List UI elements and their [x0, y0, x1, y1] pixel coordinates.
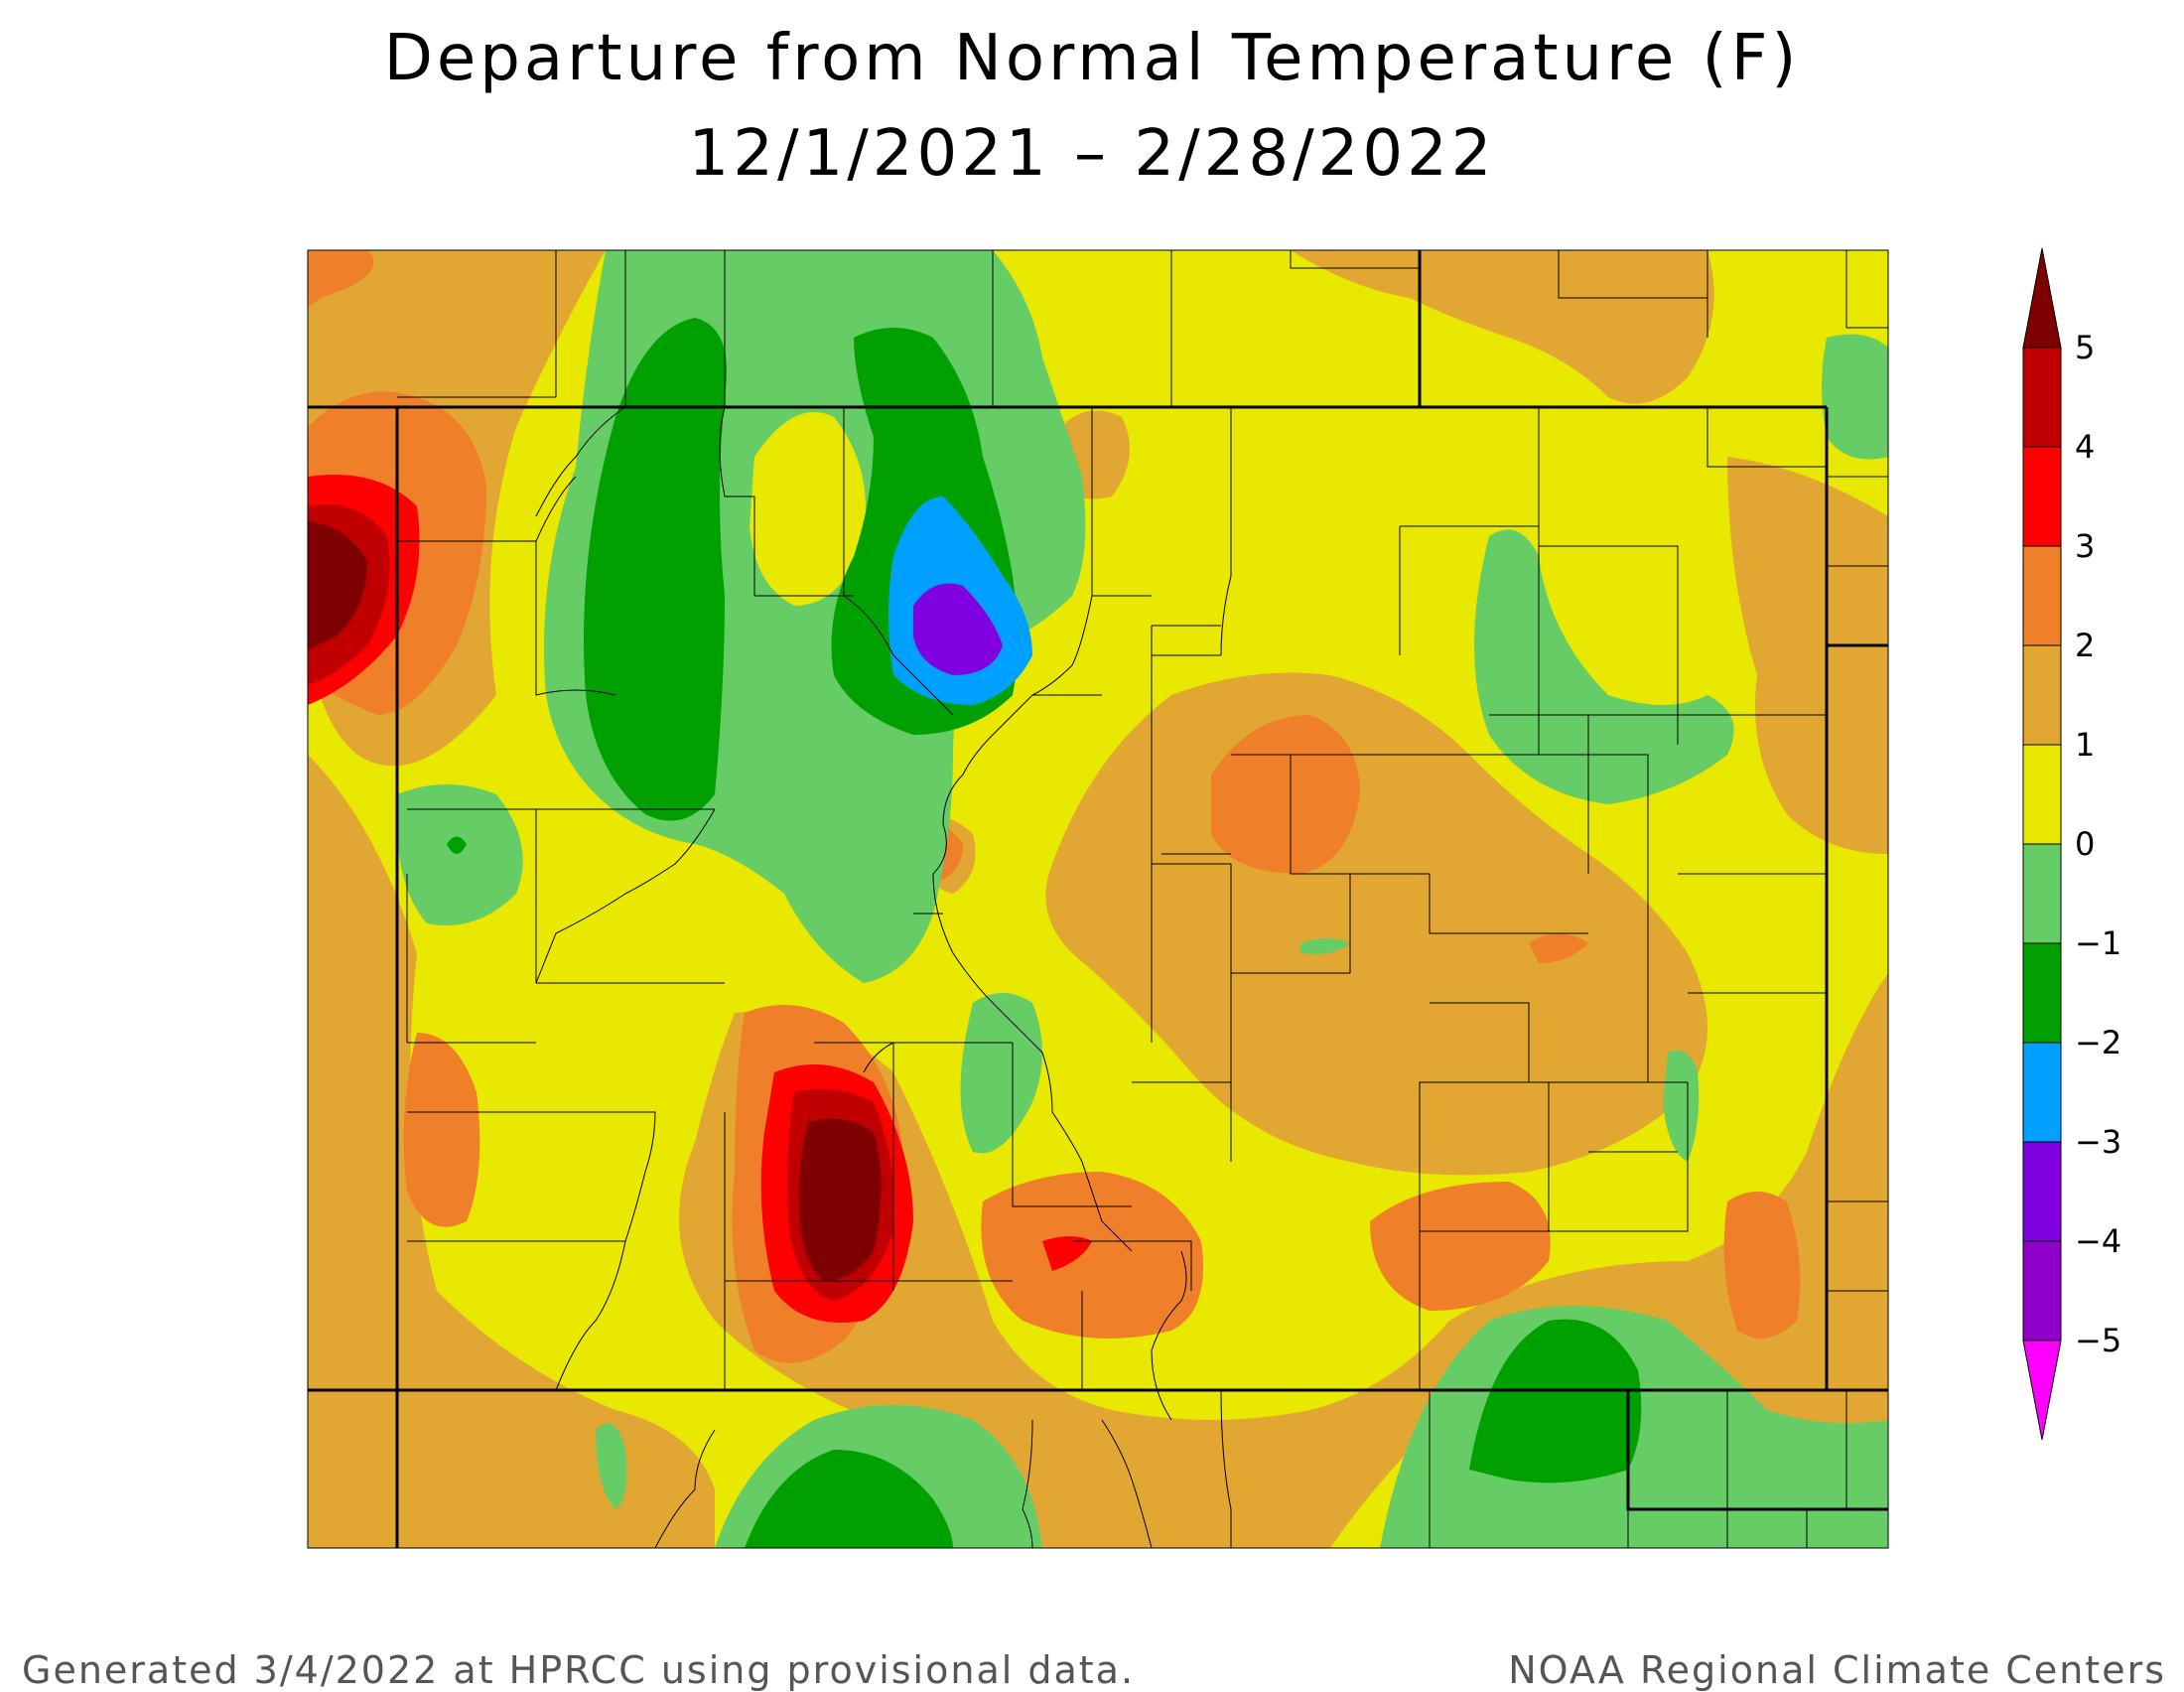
legend-tick-label: −5: [2075, 1322, 2121, 1359]
legend-tick-label: 5: [2075, 329, 2095, 366]
legend-swatch: [2022, 347, 2062, 448]
generated-note: Generated 3/4/2022 at HPRCC using provis…: [22, 1648, 1136, 1692]
legend-swatch: [2022, 545, 2062, 646]
legend-arrow-max: [2022, 247, 2062, 349]
contour-minus-4-to-minus-3: [913, 583, 1003, 675]
legend-tick-label: 4: [2075, 428, 2095, 466]
legend-swatch: [2022, 1042, 2062, 1143]
legend-tick-label: −3: [2075, 1123, 2121, 1161]
legend-tick-label: −4: [2075, 1222, 2121, 1260]
legend-tick-label: −2: [2075, 1024, 2121, 1061]
legend-swatch: [2022, 744, 2062, 845]
legend-tick-label: 3: [2075, 527, 2095, 565]
legend-swatch: [2022, 1240, 2062, 1341]
legend-swatch: [2022, 1141, 2062, 1242]
legend-tick-label: 2: [2075, 627, 2095, 664]
state-boundaries: [308, 250, 1888, 1548]
color-legend: 5 4 3 2 1 0 −1 −2 −3 −4 −5: [2022, 247, 2121, 1441]
legend-swatch: [2022, 446, 2062, 547]
legend-swatch: [2022, 843, 2062, 944]
source-credit: NOAA Regional Climate Centers: [1508, 1648, 2166, 1692]
legend-tick-label: 1: [2075, 726, 2095, 764]
map-title: Departure from Normal Temperature (F): [383, 22, 1801, 95]
map-frame: [307, 249, 1889, 1549]
legend-tick-label: 0: [2075, 825, 2095, 863]
legend-swatch: [2022, 942, 2062, 1044]
date-range: 12/1/2021 – 2/28/2022: [688, 117, 1496, 191]
legend-tick-label: −1: [2075, 924, 2121, 962]
contour-field: [308, 250, 1888, 1548]
legend-arrow-min: [2022, 1340, 2062, 1441]
contour-above-5: [308, 521, 882, 1281]
legend-swatch: [2022, 644, 2062, 746]
